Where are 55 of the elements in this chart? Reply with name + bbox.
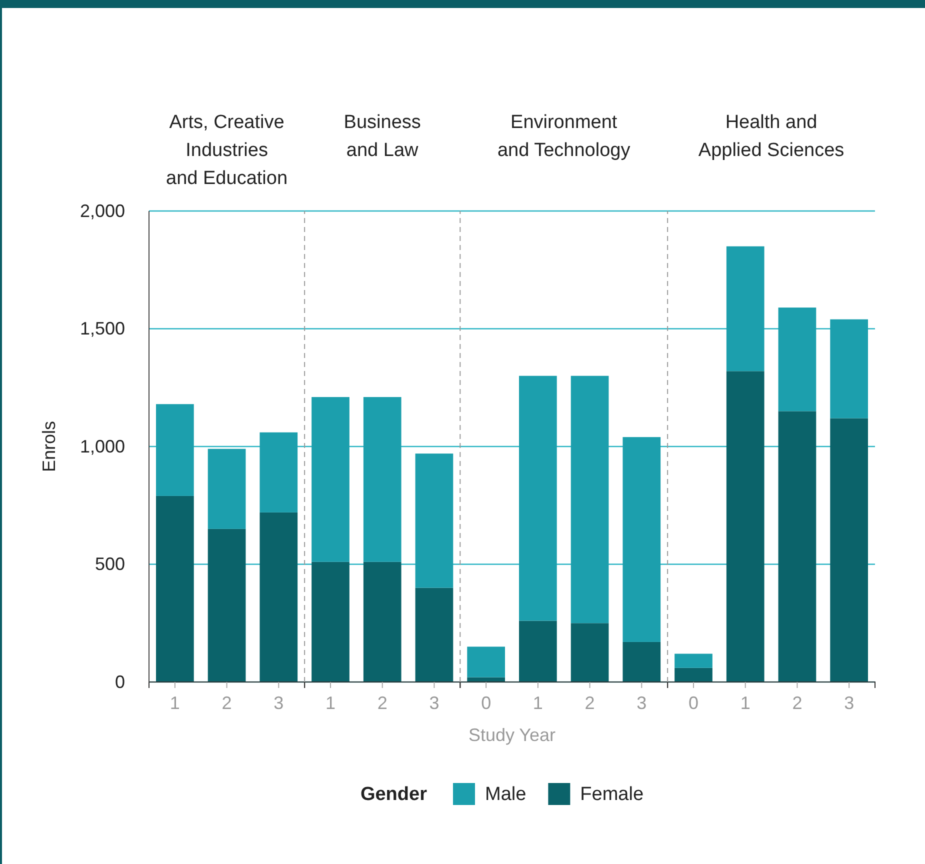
legend-title: Gender [360,784,428,805]
x-axis-title: Study Year [468,725,556,745]
x-tick-label: 1 [740,693,750,713]
y-axis-title: Enrols [39,420,59,472]
y-tick-label: 1,000 [80,436,125,456]
x-tick-label: 1 [170,693,180,713]
bar [830,319,868,418]
bar [726,371,764,682]
x-tick-label: 0 [481,693,492,713]
y-tick-label: 0 [114,672,125,692]
bar [467,646,505,678]
bar [674,668,712,682]
bar [778,308,816,412]
bar [260,432,298,512]
legend-label: Male [484,784,526,805]
legend-label: Female [580,784,644,805]
x-tick-label: 3 [429,693,440,713]
chart-title: Environment and Technology [497,112,631,161]
chart-title: Arts, Creative Industries and Education [166,112,288,189]
chart-title: Health and Applied Sciences [698,112,844,161]
bar [570,376,609,624]
x-tick-label: 1 [532,693,543,713]
x-tick-label: 0 [688,693,699,713]
x-tick-label: 2 [222,693,232,713]
bar [830,418,868,682]
bar [570,623,609,682]
x-tick-label: 3 [636,693,647,713]
bar [260,512,298,682]
bar [622,642,661,682]
bar [156,404,194,496]
x-tick-label: 3 [844,693,854,713]
bar [726,246,764,372]
y-tick-label: 500 [94,554,125,574]
bar [312,397,350,562]
x-tick-label: 1 [325,693,336,713]
bar [519,376,557,621]
bar [622,437,661,642]
bar [519,620,557,682]
x-tick-label: 2 [377,693,388,713]
x-tick-label: 3 [274,693,284,713]
bar [363,397,402,562]
bar [674,654,712,668]
bar [312,562,350,682]
y-tick-label: 1,500 [80,318,125,339]
x-tick-label: 2 [584,693,595,713]
bar [156,496,194,682]
chart-title: Business and Law [344,112,421,161]
bar [363,562,402,682]
bar [208,528,246,682]
bar [778,411,816,682]
y-tick-label: 2,000 [80,200,125,221]
bar [415,588,454,682]
bar [415,454,454,588]
bar [208,448,246,529]
x-tick-label: 2 [792,693,802,713]
